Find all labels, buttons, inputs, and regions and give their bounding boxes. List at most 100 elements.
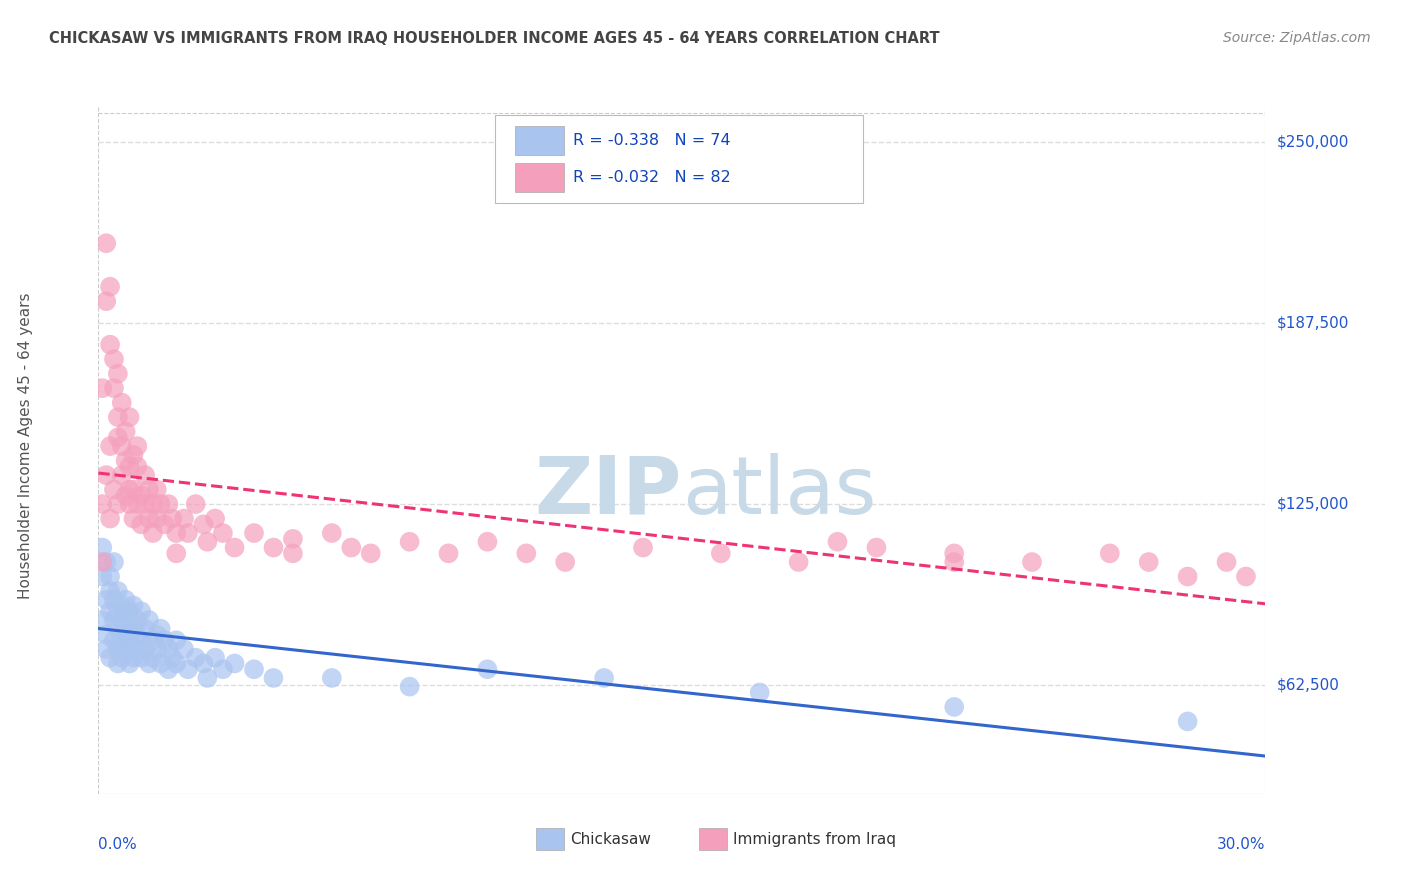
Point — [103, 381, 125, 395]
Point — [122, 448, 145, 462]
Point — [129, 650, 152, 665]
Point — [165, 657, 187, 671]
Point — [114, 604, 136, 618]
Point — [243, 662, 266, 676]
Point — [111, 650, 134, 665]
Point — [157, 642, 180, 657]
Point — [212, 526, 235, 541]
Point — [142, 526, 165, 541]
Point — [114, 425, 136, 439]
Point — [1234, 569, 1257, 583]
FancyBboxPatch shape — [495, 115, 863, 203]
Point — [943, 546, 966, 560]
Point — [193, 657, 215, 671]
Point — [91, 497, 114, 511]
Point — [129, 488, 152, 502]
Point — [98, 337, 121, 351]
Point — [96, 468, 118, 483]
Point — [193, 517, 215, 532]
Point — [184, 497, 207, 511]
Point — [138, 613, 160, 627]
Point — [114, 488, 136, 502]
Point — [162, 511, 184, 525]
Text: Source: ZipAtlas.com: Source: ZipAtlas.com — [1223, 31, 1371, 45]
Point — [1137, 555, 1160, 569]
Point — [107, 430, 129, 444]
Point — [787, 555, 810, 569]
Point — [98, 439, 121, 453]
Text: $187,500: $187,500 — [1277, 316, 1350, 330]
Text: R = -0.338   N = 74: R = -0.338 N = 74 — [574, 133, 731, 148]
Bar — [699, 828, 727, 850]
Text: atlas: atlas — [682, 452, 876, 531]
Point — [114, 627, 136, 641]
Point — [865, 541, 887, 555]
Point — [165, 546, 187, 560]
Point — [262, 671, 284, 685]
Point — [149, 657, 172, 671]
Point — [477, 534, 499, 549]
Point — [111, 439, 134, 453]
Point — [360, 546, 382, 560]
Point — [134, 642, 156, 657]
Point — [593, 671, 616, 685]
Point — [107, 367, 129, 381]
Point — [195, 534, 218, 549]
Point — [96, 592, 118, 607]
Point — [149, 497, 172, 511]
Point — [142, 650, 165, 665]
Text: 0.0%: 0.0% — [98, 838, 138, 853]
Point — [96, 294, 118, 309]
Text: $125,000: $125,000 — [1277, 497, 1350, 512]
Text: Chickasaw: Chickasaw — [569, 831, 651, 847]
Point — [127, 497, 149, 511]
Point — [224, 657, 246, 671]
Point — [98, 569, 121, 583]
Point — [157, 662, 180, 676]
Point — [515, 546, 537, 560]
Point — [1177, 569, 1199, 583]
Point — [98, 584, 121, 599]
Text: Householder Income Ages 45 - 64 years: Householder Income Ages 45 - 64 years — [18, 293, 32, 599]
Point — [146, 627, 169, 641]
Text: CHICKASAW VS IMMIGRANTS FROM IRAQ HOUSEHOLDER INCOME AGES 45 - 64 YEARS CORRELAT: CHICKASAW VS IMMIGRANTS FROM IRAQ HOUSEH… — [49, 31, 939, 46]
Point — [98, 650, 121, 665]
Text: $250,000: $250,000 — [1277, 135, 1350, 149]
Point — [107, 410, 129, 425]
Point — [710, 546, 733, 560]
Point — [118, 459, 141, 474]
Point — [173, 511, 195, 525]
Point — [204, 511, 226, 525]
Point — [129, 517, 152, 532]
Point — [111, 613, 134, 627]
Point — [103, 633, 125, 648]
Point — [943, 700, 966, 714]
Point — [107, 642, 129, 657]
Text: Immigrants from Iraq: Immigrants from Iraq — [734, 831, 896, 847]
Point — [1177, 714, 1199, 729]
Point — [107, 622, 129, 636]
Point — [107, 497, 129, 511]
Point — [118, 483, 141, 497]
Text: R = -0.032   N = 82: R = -0.032 N = 82 — [574, 169, 731, 185]
Point — [1215, 555, 1237, 569]
Point — [118, 657, 141, 671]
Point — [96, 236, 118, 251]
Point — [98, 511, 121, 525]
Point — [127, 439, 149, 453]
Text: 30.0%: 30.0% — [1218, 838, 1265, 853]
Point — [177, 662, 200, 676]
Point — [398, 534, 420, 549]
Text: ZIP: ZIP — [534, 452, 682, 531]
Point — [146, 511, 169, 525]
Point — [146, 483, 169, 497]
Point — [107, 584, 129, 599]
Point — [103, 352, 125, 367]
Point — [91, 613, 114, 627]
Point — [118, 633, 141, 648]
Point — [91, 541, 114, 555]
Point — [153, 517, 176, 532]
Point — [943, 555, 966, 569]
Point — [127, 642, 149, 657]
Point — [96, 555, 118, 569]
